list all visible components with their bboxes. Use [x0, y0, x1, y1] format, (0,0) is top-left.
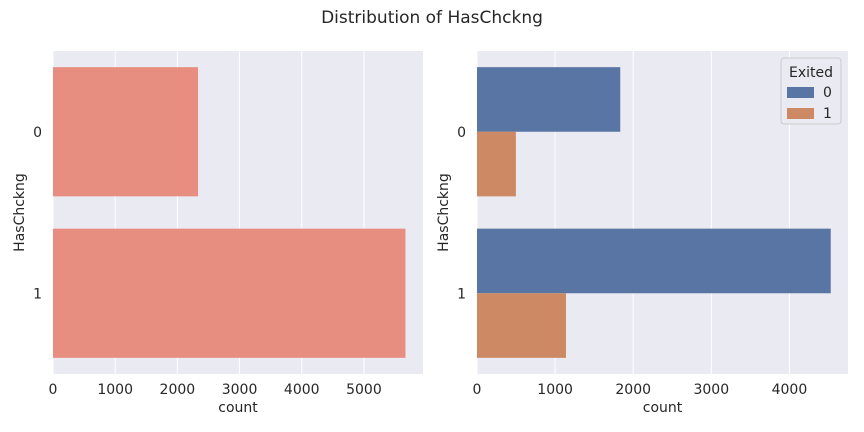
y-tick-label: 0	[33, 125, 42, 141]
bar	[477, 293, 566, 358]
bar	[53, 228, 406, 358]
x-tick-label: 3000	[222, 382, 258, 398]
legend-swatch	[787, 87, 814, 98]
x-tick-label: 2000	[160, 382, 196, 398]
x-tick-label: 5000	[346, 382, 382, 398]
x-tick-label: 0	[473, 382, 482, 398]
x-tick-label: 4000	[284, 382, 320, 398]
legend: Exited 0 1	[780, 57, 842, 125]
x-tick-label: 1000	[97, 382, 133, 398]
legend-label: 0	[823, 85, 832, 101]
x-axis-label: count	[218, 400, 258, 416]
y-axis-label: HasChckng	[12, 173, 28, 252]
x-tick-label: 4000	[772, 382, 808, 398]
figure-title: Distribution of HasChckng	[321, 8, 543, 28]
y-tick-label: 1	[33, 286, 42, 302]
x-tick-label: 0	[49, 382, 58, 398]
x-tick-label: 2000	[615, 382, 651, 398]
right-chart: 0 1 0 1000 2000 3000 4000 count HasChckng Exited 0…	[436, 51, 848, 416]
legend-title: Exited	[789, 65, 833, 81]
bar	[477, 228, 831, 294]
y-axis-label: HasChckng	[436, 173, 452, 252]
legend-swatch	[787, 108, 814, 119]
x-axis-label: count	[643, 400, 683, 416]
legend-label: 1	[823, 106, 832, 122]
bar	[477, 131, 516, 197]
x-tick-label: 3000	[693, 382, 729, 398]
y-tick-label: 0	[457, 125, 466, 141]
y-tick-label: 1	[457, 286, 466, 302]
left-chart: 0 1 0 1000 2000 3000 4000 5000 count HasChckng	[12, 51, 423, 416]
bar	[53, 67, 199, 197]
x-tick-label: 1000	[537, 382, 573, 398]
bar	[477, 67, 621, 132]
